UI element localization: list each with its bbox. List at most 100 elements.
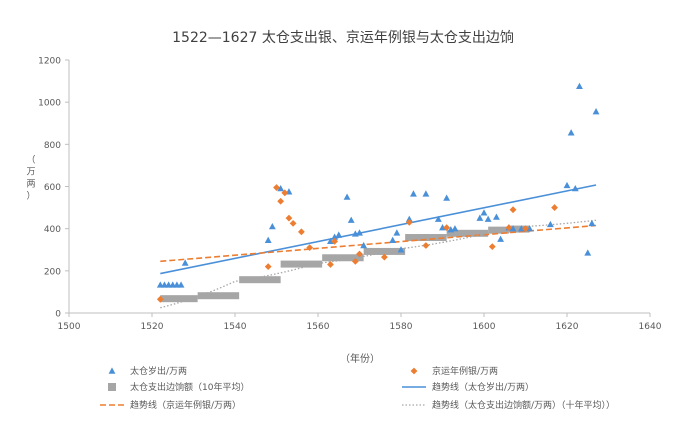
data-point-jingyun-diamond <box>443 224 451 232</box>
data-point-taicang-triangle <box>563 181 571 189</box>
y-axis-label-char: 万 <box>26 168 35 178</box>
data-bar-bianxiang-step <box>197 292 240 300</box>
x-tick-label: 1500 <box>58 322 81 332</box>
step-series-group <box>160 225 530 303</box>
data-point-jingyun-diamond <box>551 204 558 211</box>
data-point-taicang-triangle <box>588 219 596 227</box>
data-point-taicang-triangle <box>268 222 276 230</box>
data-point-taicang-triangle <box>277 185 285 192</box>
x-tick-label: 1560 <box>307 322 330 332</box>
data-point-taicang-triangle <box>509 225 517 232</box>
legend-item: 太仓支出边饷额（10年平均） <box>108 381 249 393</box>
data-point-jingyun-diamond <box>488 243 496 250</box>
data-point-taicang-triangle <box>567 129 575 136</box>
data-point-taicang-triangle <box>571 185 579 192</box>
data-point-taicang-triangle <box>439 224 446 231</box>
data-bar-bianxiang-step <box>363 247 406 255</box>
data-point-taicang-triangle <box>526 225 534 232</box>
data-point-taicang-triangle <box>397 246 405 253</box>
data-point-jingyun-diamond <box>273 184 280 191</box>
data-point-jingyun-diamond <box>331 237 338 245</box>
y-tick-label: 600 <box>44 183 61 193</box>
legend-diamond-icon <box>410 367 418 375</box>
data-point-taicang-triangle <box>393 229 401 236</box>
data-point-taicang-triangle <box>451 225 459 232</box>
data-point-jingyun-diamond <box>422 242 430 249</box>
data-point-jingyun-diamond <box>277 197 285 205</box>
data-point-jingyun-diamond <box>351 257 359 265</box>
data-point-taicang-triangle <box>576 82 583 90</box>
x-tick-label: 1600 <box>473 322 496 332</box>
legend-label: 趋势线（京运年例银/万两） <box>130 399 241 411</box>
data-bar-bianxiang-step <box>322 254 364 262</box>
y-axis-label-char: 两 <box>26 179 35 190</box>
data-point-jingyun-diamond <box>509 206 517 214</box>
data-point-taicang-triangle <box>410 190 417 197</box>
data-point-taicang-triangle <box>360 241 368 249</box>
data-point-taicang-triangle <box>517 225 525 232</box>
legend-item: 趋势线（京运年例银/万两） <box>100 399 241 411</box>
trend-line-dashed <box>160 224 597 263</box>
data-point-taicang-triangle <box>335 231 343 238</box>
data-bar-bianxiang-step <box>446 229 489 237</box>
data-point-taicang-triangle <box>476 214 484 221</box>
data-point-taicang-triangle <box>480 209 488 216</box>
data-point-taicang-triangle <box>347 216 355 223</box>
y-tick-label: 1000 <box>38 99 61 109</box>
legend-label: 趋势线（太仓岁出/万两） <box>432 381 534 393</box>
data-point-taicang-triangle <box>493 213 500 220</box>
y-tick-label: 400 <box>44 225 61 235</box>
data-point-taicang-triangle <box>264 236 272 243</box>
data-point-taicang-triangle <box>181 259 189 266</box>
data-point-jingyun-diamond <box>264 263 272 271</box>
data-point-taicang-triangle <box>177 281 185 288</box>
data-point-taicang-triangle <box>592 108 600 115</box>
data-point-taicang-triangle <box>343 193 351 200</box>
y-tick-label: 200 <box>44 267 61 277</box>
data-bar-bianxiang-step <box>160 295 198 303</box>
x-tick-label: 1540 <box>224 322 247 332</box>
data-point-taicang-triangle <box>443 194 451 201</box>
y-axis-label-char: ） <box>26 191 35 202</box>
data-point-taicang-triangle <box>497 235 505 242</box>
legend-square-icon <box>108 383 116 391</box>
data-point-jingyun-diamond <box>289 219 297 227</box>
y-tick-label: 1200 <box>38 57 61 67</box>
data-point-jingyun-diamond <box>281 189 289 197</box>
x-tick-label: 1580 <box>390 322 413 332</box>
legend-label: 趋势线（太仓支出边饷额/万两）（十年平均）） <box>432 399 615 411</box>
data-bar-bianxiang-step <box>239 276 281 284</box>
data-point-taicang-triangle <box>327 237 334 245</box>
data-point-taicang-triangle <box>584 249 592 256</box>
data-bar-bianxiang-step <box>488 226 509 234</box>
x-axis-label: （年份） <box>340 352 380 365</box>
data-point-taicang-triangle <box>356 229 363 236</box>
data-point-jingyun-diamond <box>298 228 305 236</box>
legend-label: 太仓支出边饷额（10年平均） <box>130 381 249 393</box>
data-point-jingyun-diamond <box>505 224 513 232</box>
data-point-taicang-triangle <box>422 190 430 197</box>
legend-triangle-icon <box>108 367 116 374</box>
legend-item: 太仓岁出/万两 <box>108 365 187 377</box>
data-point-jingyun-diamond <box>327 261 334 268</box>
data-point-taicang-triangle <box>546 220 554 228</box>
data-point-jingyun-diamond <box>381 253 388 261</box>
y-axis-label: （ 万两） <box>26 155 35 202</box>
data-point-jingyun-diamond <box>356 250 363 258</box>
legend-label: 京运年例银/万两 <box>432 365 498 377</box>
chart-title: 1522—1627 太仓支出银、京运年例银与太仓支出边饷 <box>172 29 514 46</box>
y-axis-label-char: （ <box>26 155 35 166</box>
data-point-jingyun-diamond <box>405 218 413 226</box>
y-tick-label: 800 <box>44 141 61 151</box>
data-bar-bianxiang-step <box>405 234 447 242</box>
trend-lines-group <box>160 184 597 309</box>
x-tick-label: 1520 <box>141 322 164 332</box>
data-bar-bianxiang-step <box>280 260 323 268</box>
data-point-taicang-triangle <box>405 215 413 222</box>
trend-line-solid <box>160 184 597 275</box>
data-point-jingyun-diamond <box>156 295 164 303</box>
data-point-jingyun-diamond <box>306 244 314 252</box>
y-tick-label: 0 <box>55 310 61 320</box>
